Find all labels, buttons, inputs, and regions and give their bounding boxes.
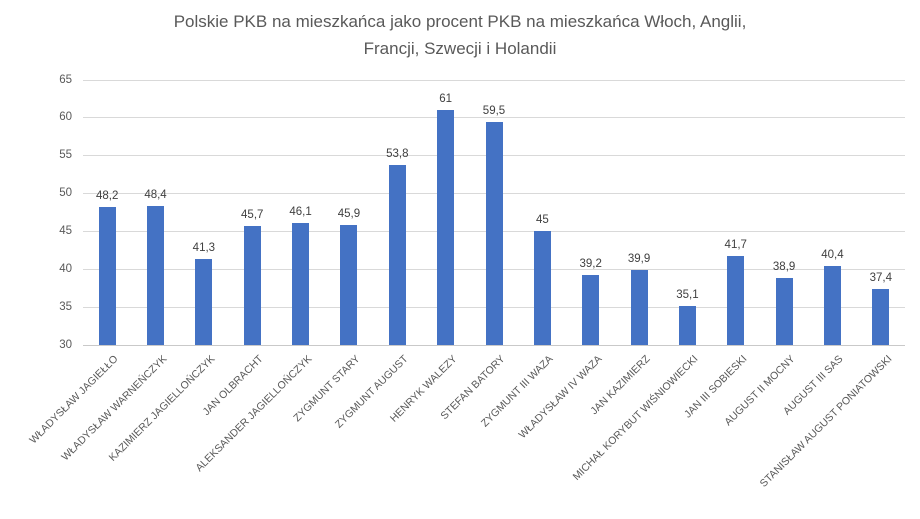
- y-axis-tick-label: 35: [59, 300, 72, 313]
- bar-value-label: 48,2: [95, 190, 119, 203]
- bar: [678, 306, 696, 345]
- y-axis-tick-label: 40: [59, 262, 72, 275]
- bar-value-label: 48,4: [144, 188, 167, 201]
- y-axis-tick-label: 65: [59, 73, 72, 86]
- bar-value-label: 45,9: [337, 207, 361, 220]
- chart-title-line2: Francji, Szwecji i Holandii: [363, 39, 557, 58]
- bar: [872, 288, 890, 345]
- plot-area: 30 35 40 45 50 55 60 65 48,2 WŁADYSŁAW JAGIEŁŁO 48…: [27, 74, 905, 490]
- bar-value-label: 39,9: [627, 253, 651, 266]
- bar: [243, 226, 261, 345]
- bar: [582, 275, 600, 345]
- bar-value-label: 35,1: [676, 289, 699, 302]
- bar: [630, 270, 648, 345]
- y-axis-tick-label: 45: [59, 224, 72, 237]
- bar: [147, 205, 165, 345]
- bar: [485, 121, 503, 345]
- y-axis-tick-label: 60: [59, 111, 72, 124]
- bar: [340, 224, 358, 345]
- bar-value-label: 41,7: [724, 239, 747, 252]
- bar: [388, 164, 406, 345]
- bar-value-label: 46,1: [289, 206, 312, 219]
- bar: [292, 223, 310, 345]
- chart-title: Polskie PKB na mieszkańca jako procent P…: [0, 8, 920, 62]
- gridline: [83, 117, 905, 119]
- y-axis-tick-label: 55: [59, 149, 72, 162]
- bar: [437, 110, 455, 345]
- bar-value-label: 61: [439, 93, 453, 106]
- bar: [98, 207, 116, 345]
- y-axis-tick-label: 50: [59, 187, 72, 200]
- bar: [775, 277, 793, 345]
- bar-value-label: 59,5: [482, 104, 506, 117]
- bar-value-label: 40,4: [821, 249, 844, 262]
- bar-value-label: 45,7: [241, 209, 264, 222]
- bar-value-label: 53,8: [386, 147, 409, 160]
- bar-value-label: 37,4: [869, 271, 892, 284]
- bar: [823, 266, 841, 345]
- chart-title-line1: Polskie PKB na mieszkańca jako procent P…: [173, 12, 747, 31]
- bar-value-label: 45: [535, 214, 549, 227]
- bar-value-label: 38,9: [772, 260, 796, 273]
- y-axis-tick-label: 30: [59, 338, 72, 351]
- bar: [727, 256, 745, 345]
- bar-value-label: 41,3: [192, 242, 216, 255]
- bar: [533, 231, 551, 345]
- bar: [195, 259, 213, 345]
- gridline: [83, 79, 905, 81]
- bar-value-label: 39,2: [579, 258, 602, 271]
